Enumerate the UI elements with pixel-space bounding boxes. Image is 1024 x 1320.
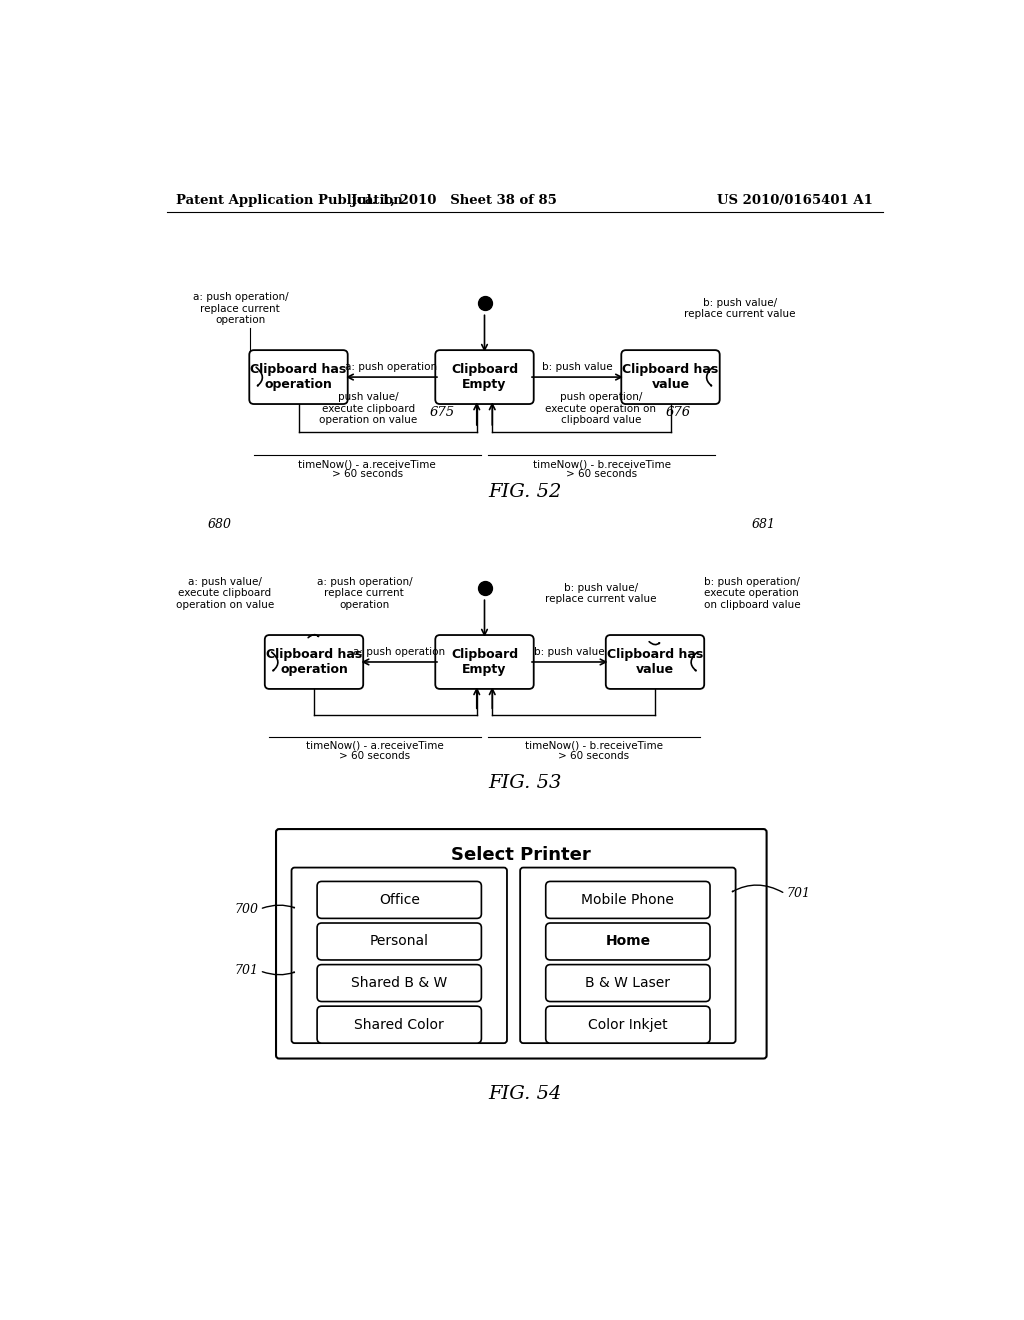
Text: a: push value/
execute clipboard
operation on value: a: push value/ execute clipboard operati… xyxy=(176,577,274,610)
FancyArrowPatch shape xyxy=(308,635,318,638)
FancyBboxPatch shape xyxy=(292,867,507,1043)
FancyArrowPatch shape xyxy=(256,367,262,385)
FancyBboxPatch shape xyxy=(546,882,710,919)
Text: a: push operation/
replace current
operation: a: push operation/ replace current opera… xyxy=(193,292,288,325)
Text: Select Printer: Select Printer xyxy=(451,846,591,865)
Text: Clipboard
Empty: Clipboard Empty xyxy=(451,648,518,676)
Text: timeNow() - a.receiveTime: timeNow() - a.receiveTime xyxy=(298,459,436,469)
FancyBboxPatch shape xyxy=(435,350,534,404)
Text: FIG. 52: FIG. 52 xyxy=(488,483,561,500)
Text: Patent Application Publication: Patent Application Publication xyxy=(176,194,402,207)
Text: 676: 676 xyxy=(666,407,691,418)
FancyBboxPatch shape xyxy=(435,635,534,689)
Text: Jul. 1, 2010   Sheet 38 of 85: Jul. 1, 2010 Sheet 38 of 85 xyxy=(350,194,556,207)
FancyBboxPatch shape xyxy=(317,882,481,919)
Text: FIG. 54: FIG. 54 xyxy=(488,1085,561,1104)
Text: timeNow() - b.receiveTime: timeNow() - b.receiveTime xyxy=(525,741,663,751)
Text: b: push value: b: push value xyxy=(535,647,605,656)
FancyArrowPatch shape xyxy=(691,652,697,671)
Text: 680: 680 xyxy=(208,517,231,531)
FancyArrowPatch shape xyxy=(262,906,295,908)
Text: > 60 seconds: > 60 seconds xyxy=(566,469,637,479)
FancyArrowPatch shape xyxy=(262,972,295,974)
Text: 701: 701 xyxy=(234,964,258,977)
Text: US 2010/0165401 A1: US 2010/0165401 A1 xyxy=(717,194,872,207)
Text: 700: 700 xyxy=(234,903,258,916)
FancyArrowPatch shape xyxy=(732,886,782,892)
Text: a: push operation: a: push operation xyxy=(353,647,445,656)
Text: Personal: Personal xyxy=(370,935,429,949)
Text: b: push operation/
execute operation
on clipboard value: b: push operation/ execute operation on … xyxy=(703,577,800,610)
Text: push value/
execute clipboard
operation on value: push value/ execute clipboard operation … xyxy=(319,392,418,425)
Text: > 60 seconds: > 60 seconds xyxy=(558,751,630,760)
Text: 701: 701 xyxy=(786,887,811,900)
FancyBboxPatch shape xyxy=(546,923,710,960)
Text: 681: 681 xyxy=(752,517,775,531)
FancyBboxPatch shape xyxy=(520,867,735,1043)
Text: Clipboard
Empty: Clipboard Empty xyxy=(451,363,518,391)
Text: 675: 675 xyxy=(429,407,455,418)
Text: Clipboard has
value: Clipboard has value xyxy=(607,648,703,676)
FancyBboxPatch shape xyxy=(606,635,705,689)
FancyBboxPatch shape xyxy=(546,965,710,1002)
Text: Clipboard has
operation: Clipboard has operation xyxy=(266,648,362,676)
Text: a: push operation/
replace current
operation: a: push operation/ replace current opera… xyxy=(316,577,413,610)
FancyBboxPatch shape xyxy=(317,965,481,1002)
FancyArrowPatch shape xyxy=(649,642,659,644)
Text: Mobile Phone: Mobile Phone xyxy=(582,892,675,907)
Text: Office: Office xyxy=(379,892,420,907)
FancyBboxPatch shape xyxy=(276,829,767,1059)
Text: b: push value/
replace current value: b: push value/ replace current value xyxy=(545,582,656,605)
FancyArrowPatch shape xyxy=(271,652,278,671)
FancyBboxPatch shape xyxy=(317,1006,481,1043)
Text: > 60 seconds: > 60 seconds xyxy=(332,469,402,479)
FancyBboxPatch shape xyxy=(546,1006,710,1043)
Text: Color Inkjet: Color Inkjet xyxy=(588,1018,668,1032)
Text: B & W Laser: B & W Laser xyxy=(586,975,671,990)
Text: b: push value: b: push value xyxy=(542,362,612,372)
Text: Home: Home xyxy=(605,935,650,949)
Text: timeNow() - b.receiveTime: timeNow() - b.receiveTime xyxy=(532,459,671,469)
Text: a: push operation: a: push operation xyxy=(345,362,437,372)
Text: push operation/
execute operation on
clipboard value: push operation/ execute operation on cli… xyxy=(545,392,656,425)
FancyBboxPatch shape xyxy=(249,350,348,404)
Text: FIG. 53: FIG. 53 xyxy=(488,774,561,792)
Text: b: push value/
replace current value: b: push value/ replace current value xyxy=(684,298,796,319)
Text: timeNow() - a.receiveTime: timeNow() - a.receiveTime xyxy=(306,741,444,751)
Text: Shared Color: Shared Color xyxy=(354,1018,444,1032)
Text: Clipboard has
value: Clipboard has value xyxy=(623,363,719,391)
FancyArrowPatch shape xyxy=(707,367,713,385)
Text: > 60 seconds: > 60 seconds xyxy=(340,751,411,760)
Text: Shared B & W: Shared B & W xyxy=(351,975,447,990)
Text: Clipboard has
operation: Clipboard has operation xyxy=(251,363,347,391)
FancyBboxPatch shape xyxy=(317,923,481,960)
FancyBboxPatch shape xyxy=(622,350,720,404)
FancyBboxPatch shape xyxy=(265,635,364,689)
